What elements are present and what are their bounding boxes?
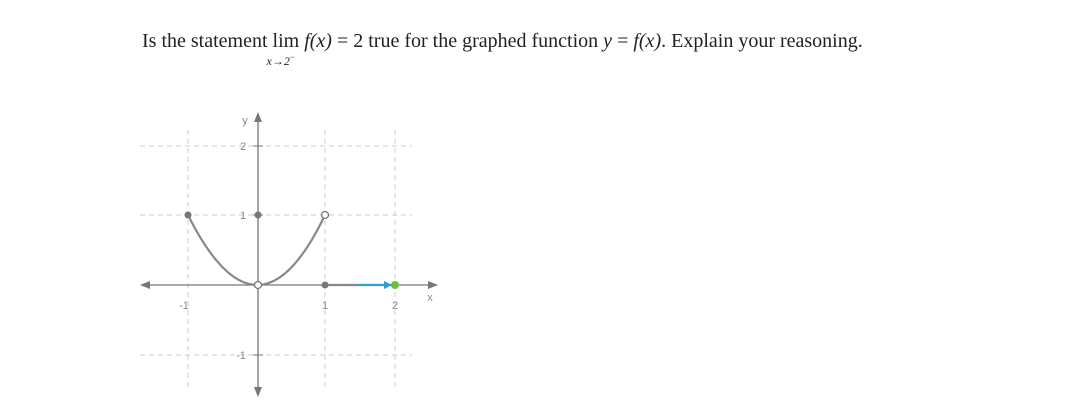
x-axis-label: x <box>427 292 433 304</box>
x-tick-label: 2 <box>392 300 398 312</box>
y-tick-label: -1 <box>236 350 246 362</box>
equals: = <box>617 30 629 52</box>
limit: lim x→2− <box>267 30 300 68</box>
open-point <box>253 280 263 290</box>
function: f(x) <box>304 30 332 52</box>
question-suffix: . Explain your reasoning. <box>661 30 863 52</box>
equals: = 2 <box>336 30 364 52</box>
function: f(x) <box>633 30 662 52</box>
question-middle: true for the graphed function <box>368 30 599 52</box>
target-point <box>391 281 399 289</box>
y-tick-label: 1 <box>240 210 246 222</box>
y-axis-label: y <box>242 115 248 127</box>
grid <box>140 130 412 390</box>
closed-point <box>184 211 192 219</box>
limit-approach: x→2 <box>266 54 290 68</box>
open-point <box>320 210 330 220</box>
closed-point <box>254 211 262 219</box>
x-tick-label: 1 <box>322 300 328 312</box>
limit-side: − <box>289 52 295 62</box>
parabola <box>187 214 326 287</box>
closed-point <box>321 281 329 289</box>
y-tick-label: 2 <box>240 141 246 153</box>
limit-subscript: x→2− <box>267 52 295 69</box>
question-prefix: Is the statement <box>142 30 268 52</box>
lim: lim <box>272 30 300 52</box>
question: Is the statement lim x→2− f(x) = 2 true f… <box>142 30 863 68</box>
variable: y <box>603 30 613 52</box>
x-tick-label: -1 <box>179 300 189 312</box>
